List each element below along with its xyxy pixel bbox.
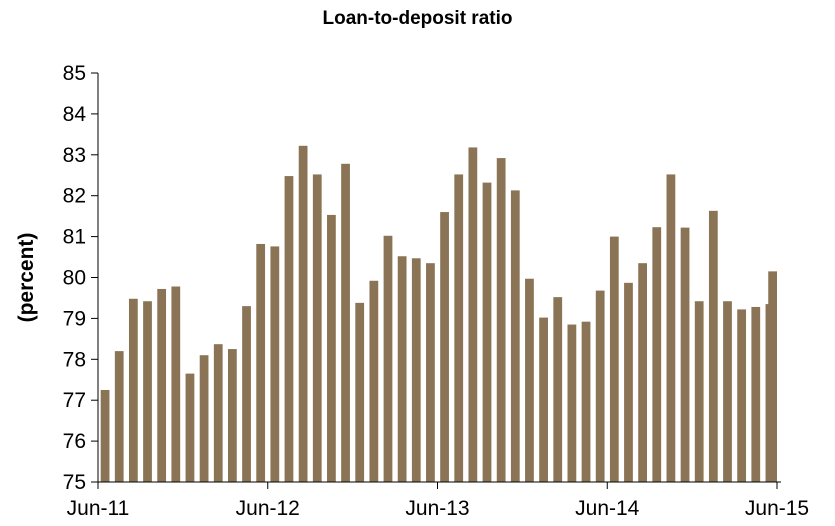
bar-Jun-12 [270, 246, 280, 482]
y-tick-label: 83 [63, 144, 86, 167]
bar-Nov-12 [341, 163, 350, 482]
bar-Oct-12 [327, 214, 336, 482]
bar-Jun-14 [609, 236, 619, 482]
bar-Aug-14 [638, 263, 647, 482]
bar-Mar-14 [567, 324, 577, 482]
bar-Jul-13 [454, 174, 464, 482]
y-tick-label: 75 [63, 471, 86, 494]
y-tick-label: 78 [63, 348, 86, 371]
x-tick-label: Jun-13 [405, 497, 469, 520]
bar-Feb-13 [383, 235, 393, 482]
x-tick-label: Jun-14 [575, 497, 640, 520]
bar-Oct-13 [496, 158, 506, 482]
bar-Jan-15 [708, 210, 718, 482]
bar-Jun-15 [768, 271, 777, 482]
y-tick-label: 80 [63, 267, 86, 290]
bar-Dec-12 [355, 302, 365, 482]
bar-Jul-14 [624, 282, 633, 482]
y-tick-label: 84 [63, 103, 87, 126]
bar-Jun-13 [440, 212, 449, 482]
bar-Jan-14 [539, 317, 548, 482]
bar-Mar-13 [397, 256, 407, 482]
y-tick-label: 82 [63, 185, 86, 208]
bar-Apr-14 [581, 321, 591, 482]
bar-Aug-12 [298, 145, 308, 482]
x-tick-label: Jun-12 [236, 497, 300, 520]
bar-Jan-13 [369, 280, 379, 482]
bar-Nov-14 [680, 227, 690, 482]
bar-May-12 [256, 243, 266, 482]
bar-May-13 [426, 263, 435, 482]
bar-Sep-12 [312, 174, 322, 482]
bar-Dec-11 [185, 373, 195, 482]
y-axis-label: (percent) [15, 233, 38, 323]
bar-Aug-11 [128, 298, 138, 482]
bar-Dec-13 [525, 278, 534, 482]
bar-Nov-11 [171, 286, 181, 482]
bar-Dec-14 [694, 301, 704, 482]
bar-Sep-11 [143, 301, 152, 482]
bar-Apr-13 [411, 258, 421, 482]
x-tick-label: Jun-11 [67, 497, 130, 520]
x-tick-label: Jun-15 [745, 497, 809, 520]
bar-Jan-12 [199, 355, 209, 482]
bar-Apr-15 [751, 306, 761, 482]
bar-Sep-14 [652, 227, 662, 482]
y-tick-label: 79 [63, 307, 86, 330]
bar-May-14 [595, 290, 605, 482]
y-tick-label: 81 [63, 226, 86, 249]
bar-Aug-13 [468, 147, 478, 483]
bar-Feb-12 [213, 344, 223, 482]
bar-Jul-12 [284, 176, 294, 482]
bar-Jul-11 [114, 351, 124, 482]
y-tick-label: 85 [63, 62, 86, 85]
bar-Oct-11 [157, 288, 167, 482]
bar-Mar-15 [737, 309, 747, 482]
bar-Sep-13 [482, 182, 492, 482]
bar-Oct-14 [666, 174, 676, 482]
bar-Mar-12 [228, 349, 237, 482]
chart-title: Loan-to-deposit ratio [322, 8, 513, 29]
y-tick-label: 77 [63, 389, 86, 412]
bar-Apr-12 [242, 306, 251, 482]
bar-Feb-14 [553, 297, 563, 482]
bar-Jun-11 [100, 389, 110, 482]
bar-Feb-15 [723, 301, 732, 482]
y-tick-label: 76 [63, 430, 86, 453]
bar-Nov-13 [510, 190, 520, 482]
